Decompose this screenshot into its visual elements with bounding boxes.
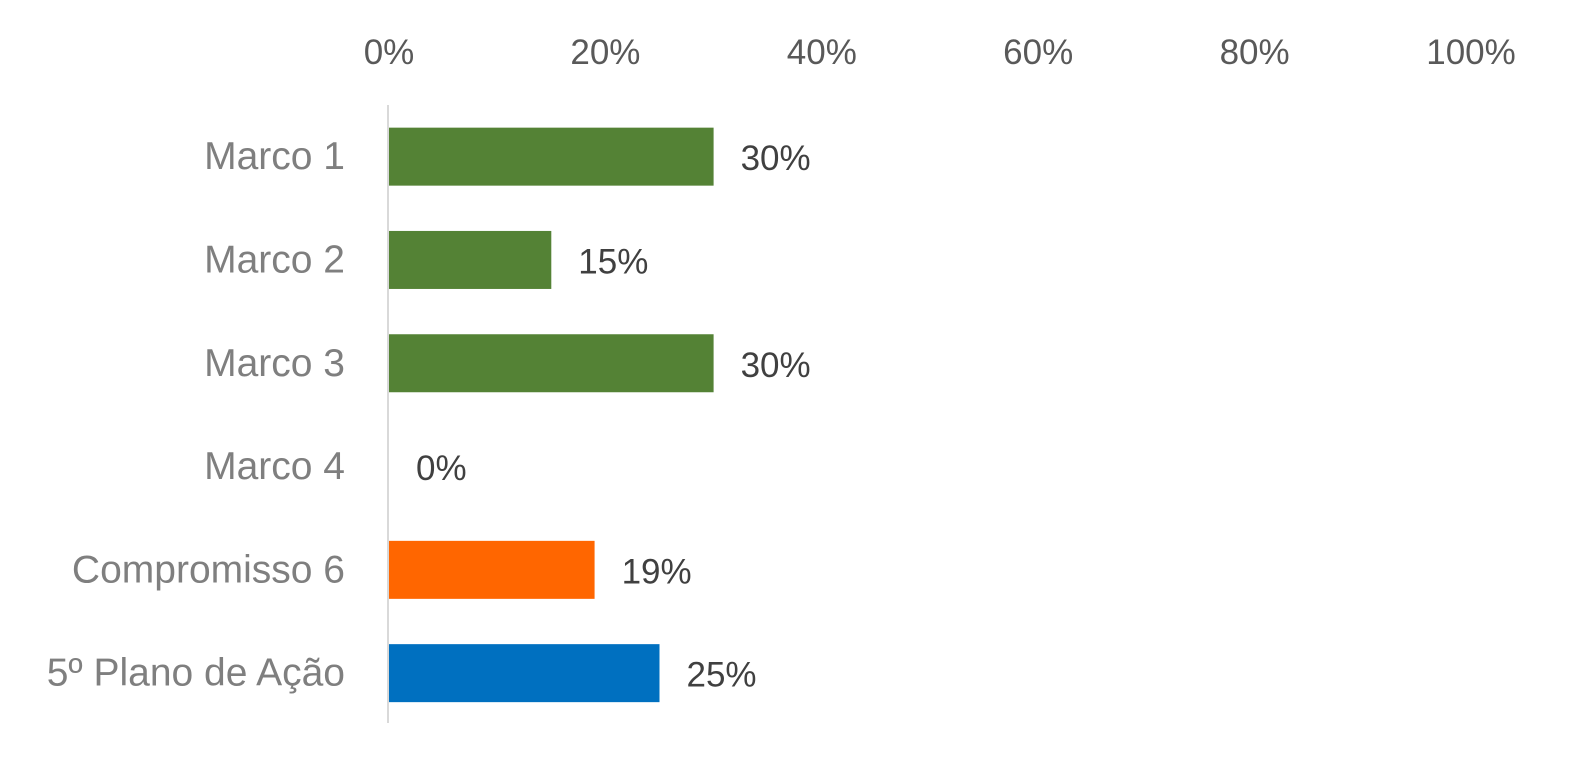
category-label: Compromisso 6 (72, 548, 345, 591)
bar (389, 334, 714, 393)
category-label: 5º Plano de Ação (47, 652, 345, 695)
x-tick-label: 20% (570, 33, 640, 72)
data-label: 25% (687, 656, 757, 695)
category-labels: Marco 1 Marco 2 Marco 3 Marco 4 Compromisso … (47, 135, 345, 695)
x-tick-label: 40% (787, 33, 857, 72)
x-tick-label: 0% (364, 33, 415, 72)
category-label: Marco 1 (204, 135, 345, 178)
data-labels: 30% 15% 30% 0% 19% 25% (416, 139, 811, 695)
bar (389, 230, 552, 289)
data-label: 30% (741, 346, 811, 385)
bar (389, 127, 714, 186)
x-tick-label: 100% (1426, 33, 1516, 72)
data-label: 0% (416, 449, 467, 488)
x-tick-label: 60% (1003, 33, 1073, 72)
x-tick-label: 80% (1220, 33, 1290, 72)
data-label: 30% (741, 139, 811, 178)
bars-group (389, 127, 714, 703)
category-label: Marco 4 (204, 445, 345, 488)
data-label: 19% (622, 552, 692, 591)
bar (389, 644, 660, 703)
x-axis-tick-labels: 0% 20% 40% 60% 80% 100% (364, 33, 1516, 72)
category-label: Marco 2 (204, 238, 345, 281)
bar (389, 540, 595, 599)
data-label: 15% (578, 242, 648, 281)
category-label: Marco 3 (204, 342, 345, 385)
